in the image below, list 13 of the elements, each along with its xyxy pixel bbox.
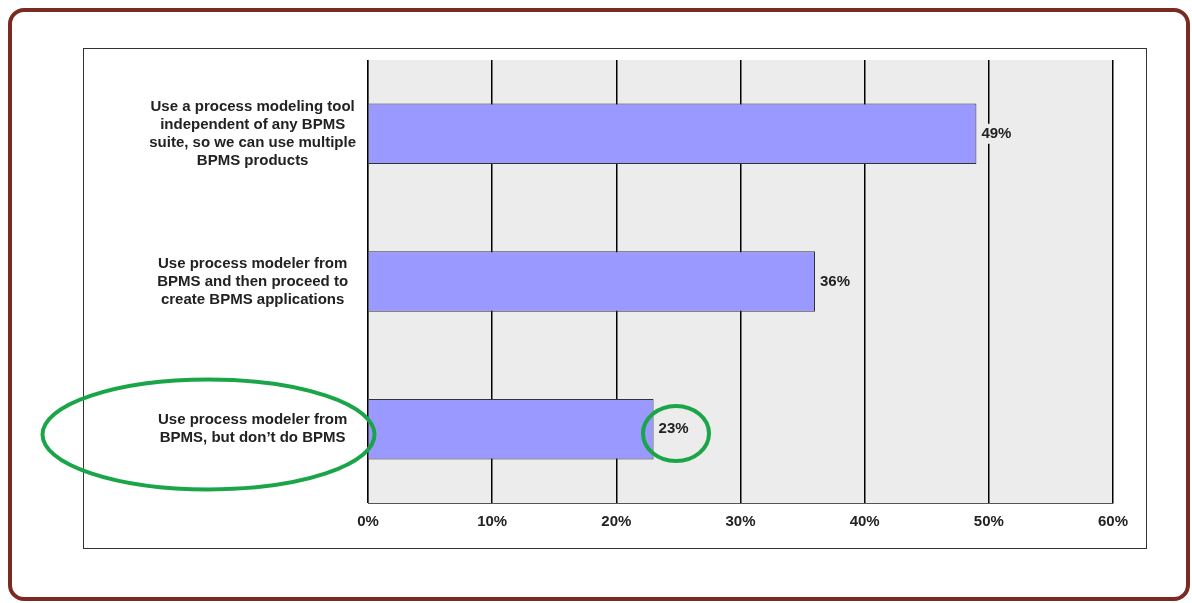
y-tick-label: Use process modeler from BPMS, but don’t do BPMS	[158, 410, 348, 446]
x-tick-label: 10%	[477, 512, 508, 530]
data-label: 36%	[820, 271, 851, 289]
data-label: 23%	[658, 419, 689, 437]
x-tick-label: 20%	[601, 512, 632, 530]
x-tick-label: 0%	[357, 512, 379, 530]
x-tick-label: 60%	[1097, 512, 1129, 530]
y-tick-label: Use process modeler from BPMS and then proceed to create BPMS applications	[157, 253, 349, 307]
x-tick-label: 40%	[849, 512, 880, 530]
data-label: 49%	[981, 123, 1012, 141]
x-tick-label: 30%	[725, 512, 756, 530]
x-tick-label: 50%	[973, 512, 1004, 530]
y-tick-label: Use a process modeling tool independent of any BPMS suite, so we can use multiple BPMS products	[149, 96, 356, 168]
